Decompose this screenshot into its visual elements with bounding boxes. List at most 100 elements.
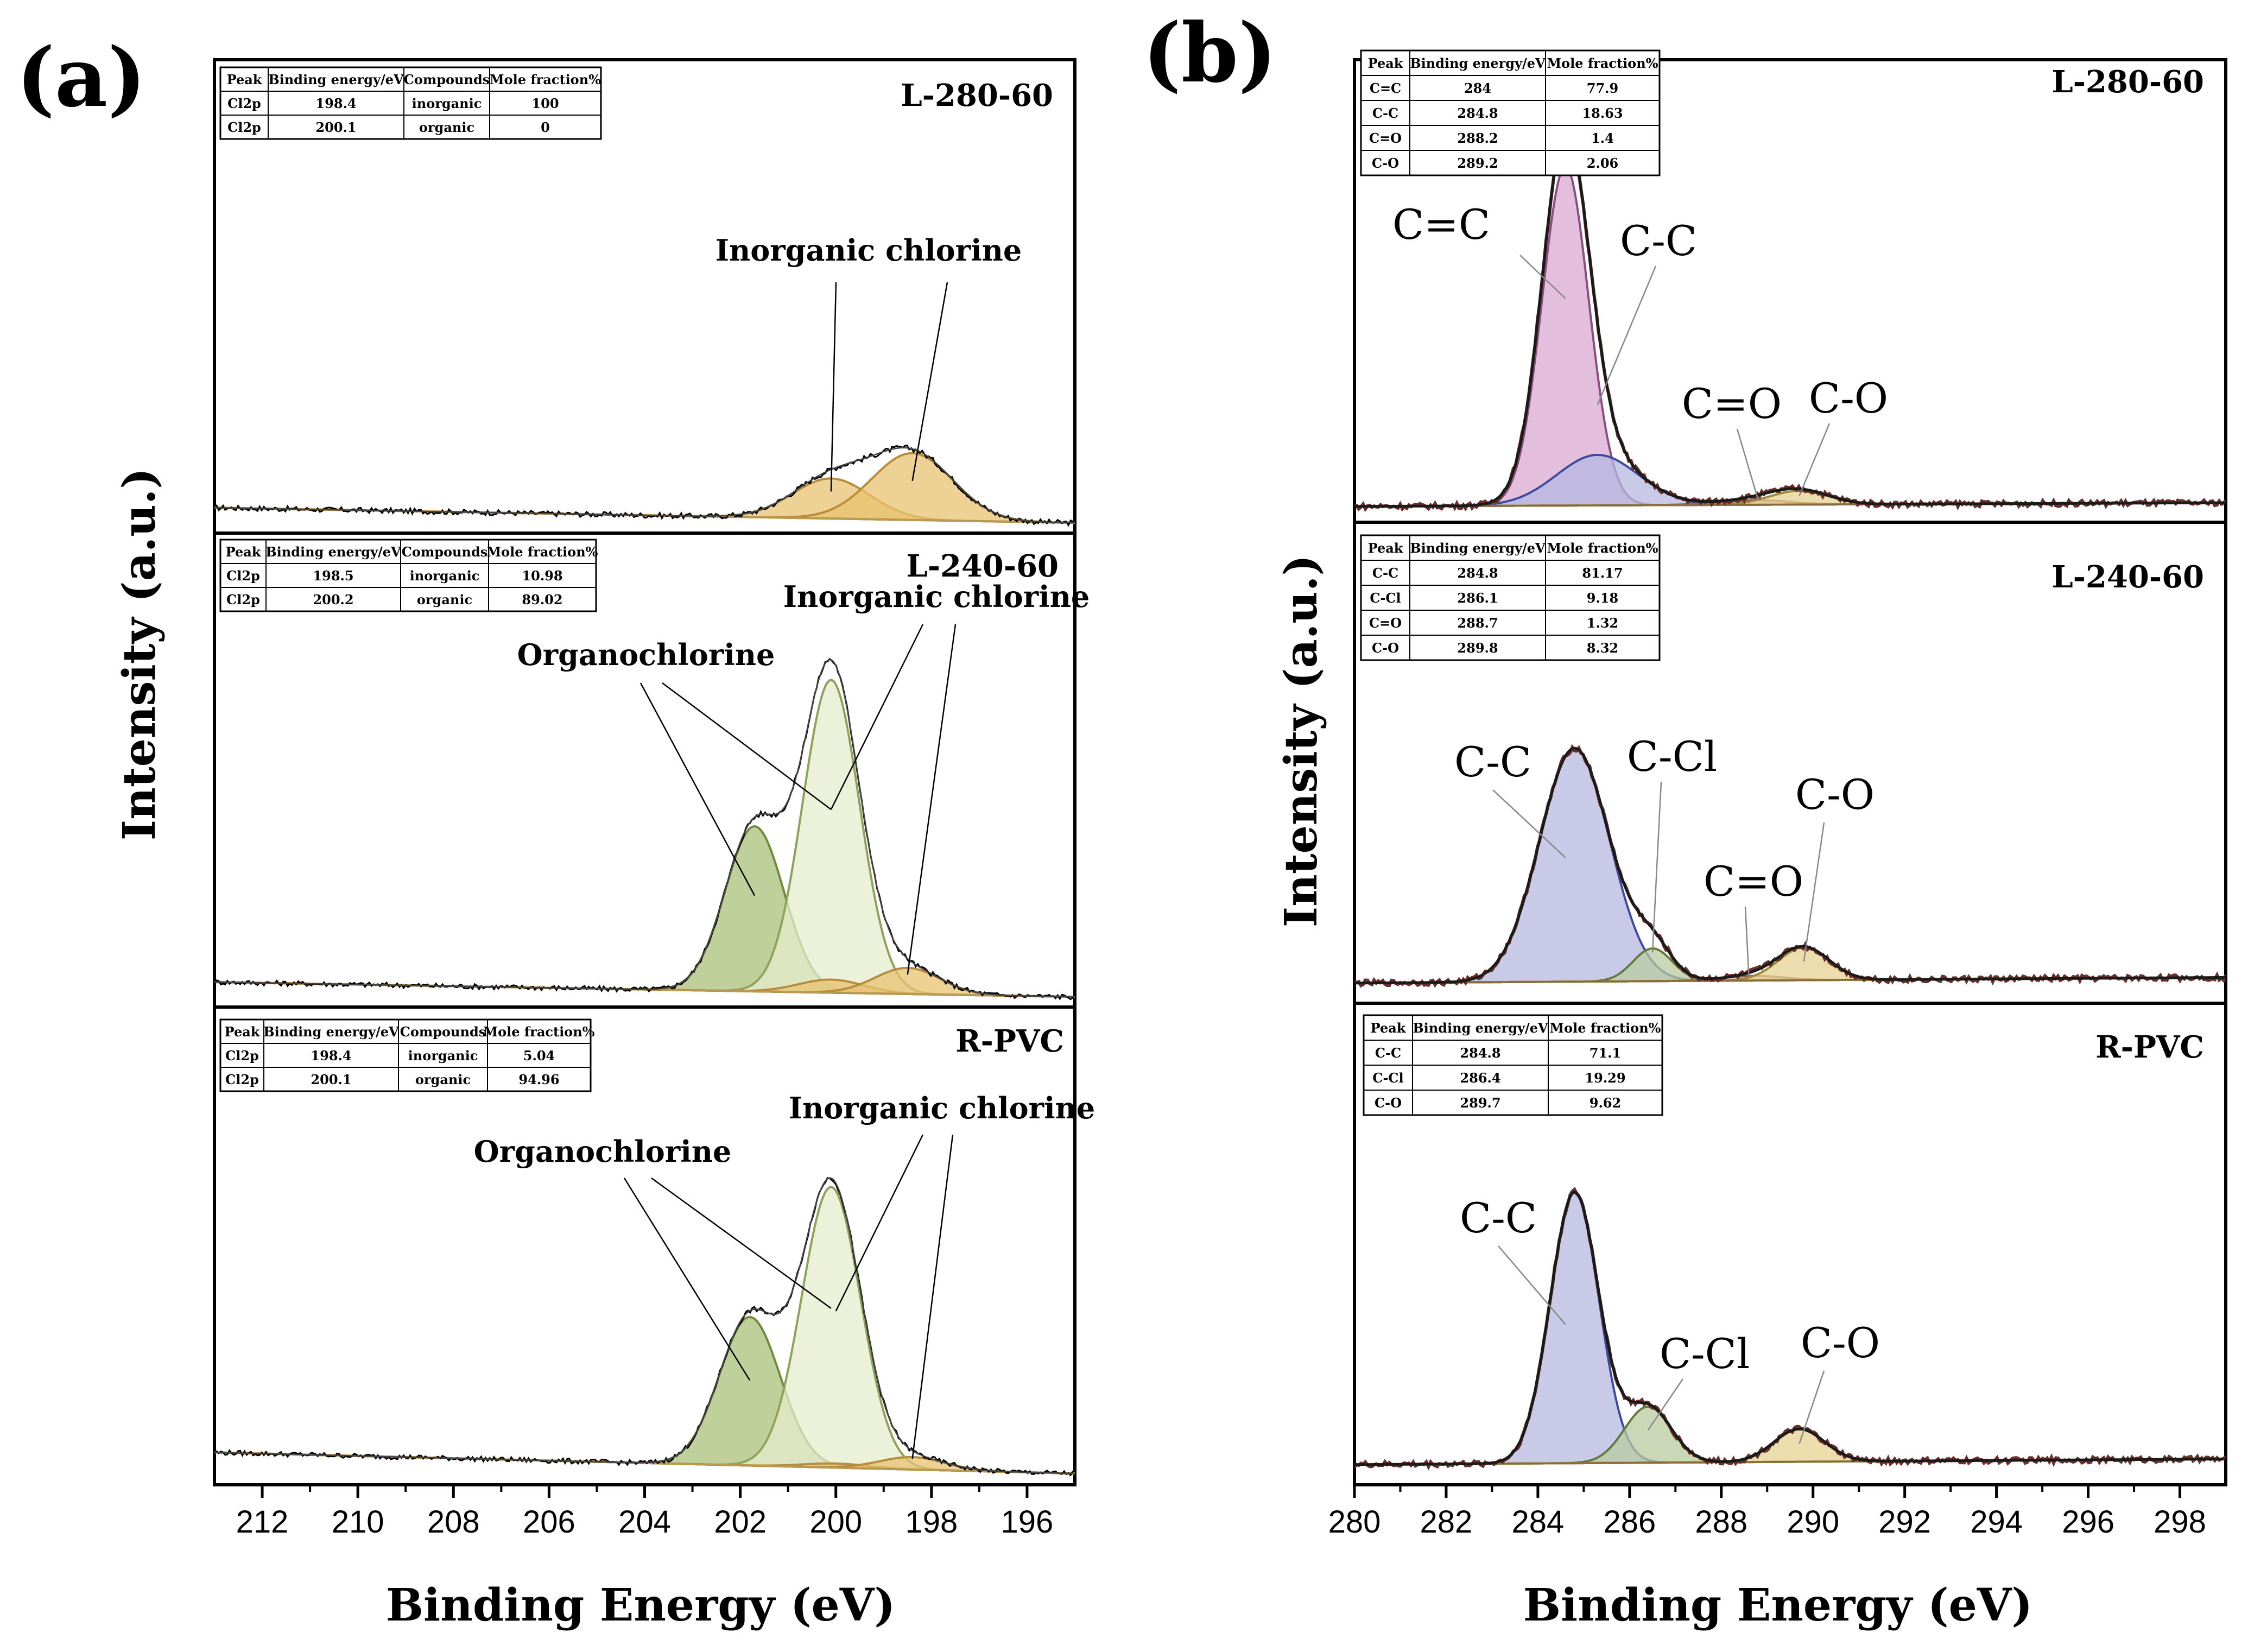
table-header-cell: Compounds [404,72,490,87]
fit-table: Peak Binding energy/eV Mole fraction% C-C 28… [1360,534,1661,661]
annotation-leader [1744,906,1750,977]
ylabel-a: Intensity (a.u.) [113,468,166,840]
table-cell: 2.06 [1587,155,1618,171]
table-cell: C-C [1372,565,1398,581]
x-tick-label: 290 [1787,1504,1839,1540]
table-cell: Cl2p [225,1048,259,1064]
x-tick-label: 202 [714,1504,767,1540]
table-cell: C-C [1375,1045,1401,1061]
spectrum-area [1354,1187,2226,1471]
table-cell: C-Cl [1372,1070,1403,1086]
table-header-cell: Mole fraction% [1547,55,1658,71]
annotation-leader [662,682,832,811]
table-header-cell: Binding energy/eV [265,544,401,560]
ylabel-b: Intensity (a.u.) [1275,555,1327,927]
sample-label: R-PVC [955,1023,1064,1059]
table-header-cell: Peak [1368,540,1404,556]
table-frame [219,539,597,612]
table-cell: 9.18 [1587,590,1618,606]
panel-b-x-axis: 280 282 284 286 288 290 292 294 296 298 [1328,1485,2206,1540]
annotation-c-o: C=O [1682,379,1782,428]
annotation-leader [639,682,756,896]
annotation-leader [911,1134,954,1459]
annotation-leader [830,624,924,810]
subplot-a-l-280-60: L-280-60 Inorganic chlorine Peak Binding en… [214,66,1075,527]
table-header-cell: Mole fraction% [484,1024,595,1040]
table-cell: inorganic [410,568,480,584]
table-cell: organic [415,1072,471,1087]
table-header-cell: Peak [1368,55,1404,71]
spectrum-area [214,1177,1075,1477]
spectrum-area [1354,125,2226,512]
subplot-b-r-pvc: R-PVC C-C C-Cl C-O Peak Binding energy/eV Mole… [1354,1014,2226,1471]
annotation-leader [1597,265,1657,406]
table-header-cell: Binding energy/eV [1413,1020,1548,1036]
panel-b: 280 282 284 286 288 290 292 294 296 298 [1328,58,2227,1540]
panel-b-label: (b) [1143,5,1277,101]
table-cell: 94.96 [518,1072,559,1087]
annotation-leader [1647,1378,1684,1431]
table-header-cell: Binding energy/eV [263,1024,399,1040]
panel-a-x-axis: 212 210 208 206 204 202 200 198 196 [236,1485,1054,1540]
table-cell: C-O [1372,640,1399,656]
sample-label: L-280-60 [2051,64,2204,100]
sample-label: L-240-60 [906,548,1059,584]
table-header-cell: Mole fraction% [490,72,601,87]
table-cell: 77.9 [1587,80,1618,96]
table-cell: 10.98 [522,568,562,584]
x-tick-label: 292 [1878,1504,1931,1540]
panel-b-frame [1353,58,2227,1486]
x-tick-label: 200 [809,1504,862,1540]
fit-envelope-line [214,447,1075,524]
table-cell: C=C [1370,80,1401,96]
x-tick-label: 282 [1420,1504,1473,1540]
table-cell: 288.2 [1457,130,1498,146]
table-cell: 0 [541,119,550,135]
x-tick-label: 206 [523,1504,575,1540]
annotation-organochlorine: Organochlorine [474,1134,732,1169]
annotation-c-o: C-O [1801,1319,1880,1367]
table-cell: 18.63 [1582,105,1623,121]
annotation-c-o: C-O [1809,374,1888,422]
annotation-c-c: C-C [1620,217,1697,265]
annotation-c-cl: C-Cl [1660,1330,1750,1378]
table-cell: Cl2p [226,568,260,584]
table-cell: C-Cl [1370,590,1401,606]
annotation-inorganic-chlorine: Inorganic chlorine [789,1091,1095,1125]
table-cell: C=O [1369,130,1402,146]
subplot-b-l-280-60: L-280-60 C=C C-C C=O C-O Peak Binding energy/e… [1354,49,2226,512]
table-cell: 200.1 [311,1072,351,1087]
table-cell: C-O [1375,1095,1402,1111]
table-cell: 289.8 [1457,640,1498,656]
x-tick-label: 296 [2062,1504,2114,1540]
fit-envelope-line [1354,1190,2226,1466]
table-cell: 198.5 [313,568,353,584]
fit-envelope-line [214,1177,1075,1474]
table-cell: 198.4 [311,1048,351,1064]
table-cell: 289.2 [1457,155,1498,171]
sample-label: L-240-60 [2051,559,2204,595]
x-tick-label: 288 [1695,1504,1747,1540]
table-cell: Cl2p [226,592,260,607]
table-cell: Cl2p [225,1072,259,1087]
x-tick-label: 212 [236,1504,289,1540]
annotation-leader [1519,255,1566,299]
sample-label: R-PVC [2095,1029,2204,1065]
table-cell: C=O [1369,615,1402,631]
x-tick-label: 196 [1001,1504,1054,1540]
xlabel-a: Binding Energy (eV) [386,1579,895,1631]
annotation-inorganic-chlorine: Inorganic chlorine [783,579,1090,614]
annotation-c-c: C-C [1460,1194,1537,1242]
annotation-c-c: C-C [1454,738,1531,786]
table-header-cell: Peak [1371,1020,1407,1036]
table-cell: Cl2p [227,96,261,111]
table-cell: 19.29 [1585,1070,1625,1086]
table-cell: 100 [531,96,559,111]
table-header-cell: Mole fraction% [1547,540,1658,556]
fit-envelope-line [1354,127,2226,508]
table-cell: 5.04 [523,1048,555,1064]
